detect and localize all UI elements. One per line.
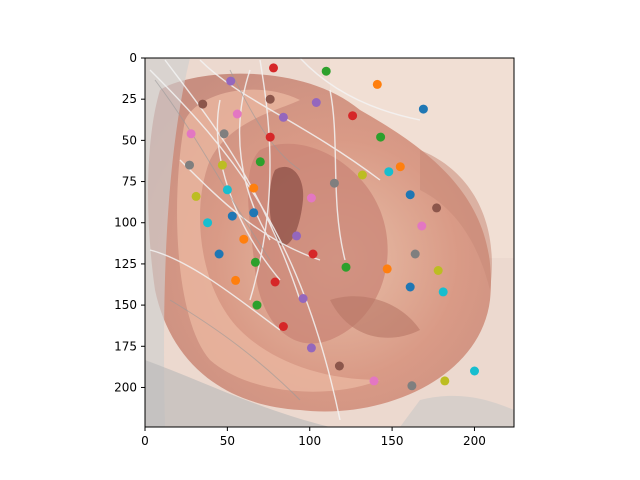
- scatter-point-38: [341, 262, 351, 272]
- scatter-point-28: [227, 211, 237, 221]
- scatter-point-5: [265, 94, 275, 104]
- ear-photo-background: [145, 58, 514, 427]
- scatter-point-53: [470, 366, 479, 376]
- scatter-point-19: [357, 170, 367, 180]
- scatter-point-7: [418, 104, 428, 114]
- scatter-point-14: [376, 132, 386, 142]
- scatter-point-29: [249, 208, 259, 218]
- scatter-point-8: [232, 109, 242, 119]
- x-axis: 0 50 100 150 200: [141, 427, 486, 448]
- x-tick-label-3: 150: [381, 434, 404, 448]
- scatter-point-13: [265, 132, 275, 142]
- y-tick-label-1: 25: [122, 92, 137, 106]
- scatter-point-35: [308, 249, 318, 259]
- y-tick-label-8: 200: [114, 380, 137, 394]
- y-tick-label-2: 50: [122, 133, 137, 147]
- scatter-point-36: [410, 249, 420, 259]
- scatter-point-22: [249, 183, 259, 193]
- y-tick-label-4: 100: [114, 216, 137, 230]
- scatter-point-45: [298, 294, 308, 303]
- scatter-point-4: [198, 99, 208, 109]
- scatter-point-48: [306, 343, 316, 353]
- x-tick-label-1: 50: [220, 434, 235, 448]
- y-axis: 0 25 50 75 100 125 150 175 200: [114, 51, 145, 394]
- scatter-point-51: [407, 381, 417, 391]
- scatter-point-15: [185, 160, 194, 170]
- scatter-points: [185, 63, 479, 391]
- scatter-point-25: [306, 193, 316, 203]
- scatter-point-20: [384, 167, 394, 177]
- scatter-point-17: [255, 157, 265, 167]
- y-tick-label-0: 0: [129, 51, 137, 65]
- scatter-point-3: [372, 79, 382, 89]
- scatter-point-1: [321, 66, 331, 76]
- scatter-point-0: [269, 63, 278, 73]
- scatter-point-31: [417, 221, 427, 231]
- x-tick-label-2: 100: [298, 434, 321, 448]
- scatter-point-9: [278, 112, 288, 122]
- scatter-point-12: [219, 129, 229, 139]
- scatter-point-30: [203, 218, 213, 228]
- scatter-point-46: [252, 300, 262, 310]
- scatter-point-16: [217, 160, 227, 170]
- scatter-point-49: [334, 361, 344, 371]
- scatter-point-11: [186, 129, 196, 139]
- scatter-point-2: [226, 76, 236, 86]
- y-tick-label-7: 175: [114, 339, 137, 353]
- scatter-point-40: [433, 266, 443, 275]
- y-tick-label-3: 75: [122, 175, 137, 189]
- x-tick-label-0: 0: [141, 434, 149, 448]
- scatter-point-23: [222, 185, 232, 195]
- scatter-point-26: [405, 190, 415, 200]
- scatter-point-43: [405, 282, 415, 292]
- scatter-point-39: [382, 264, 392, 274]
- scatter-point-21: [329, 178, 339, 188]
- scatter-point-47: [278, 322, 288, 331]
- scatter-point-6: [311, 98, 321, 107]
- scatter-point-42: [270, 277, 280, 287]
- scatter-point-33: [239, 234, 249, 244]
- plot-area-frame: [144, 57, 515, 428]
- scatter-point-44: [438, 287, 448, 297]
- y-tick-label-6: 150: [114, 298, 137, 312]
- x-tick-label-4: 200: [463, 434, 486, 448]
- scatter-point-37: [250, 257, 260, 267]
- scatter-point-41: [231, 275, 241, 285]
- y-tick-label-5: 125: [114, 257, 137, 271]
- scatter-point-24: [191, 191, 201, 201]
- scatter-point-32: [292, 231, 302, 241]
- scatter-point-18: [395, 162, 405, 172]
- scatter-point-50: [369, 376, 379, 386]
- scatter-point-10: [348, 111, 358, 121]
- scatter-point-52: [440, 376, 450, 386]
- scatter-point-34: [214, 249, 224, 259]
- scatter-point-27: [432, 203, 442, 213]
